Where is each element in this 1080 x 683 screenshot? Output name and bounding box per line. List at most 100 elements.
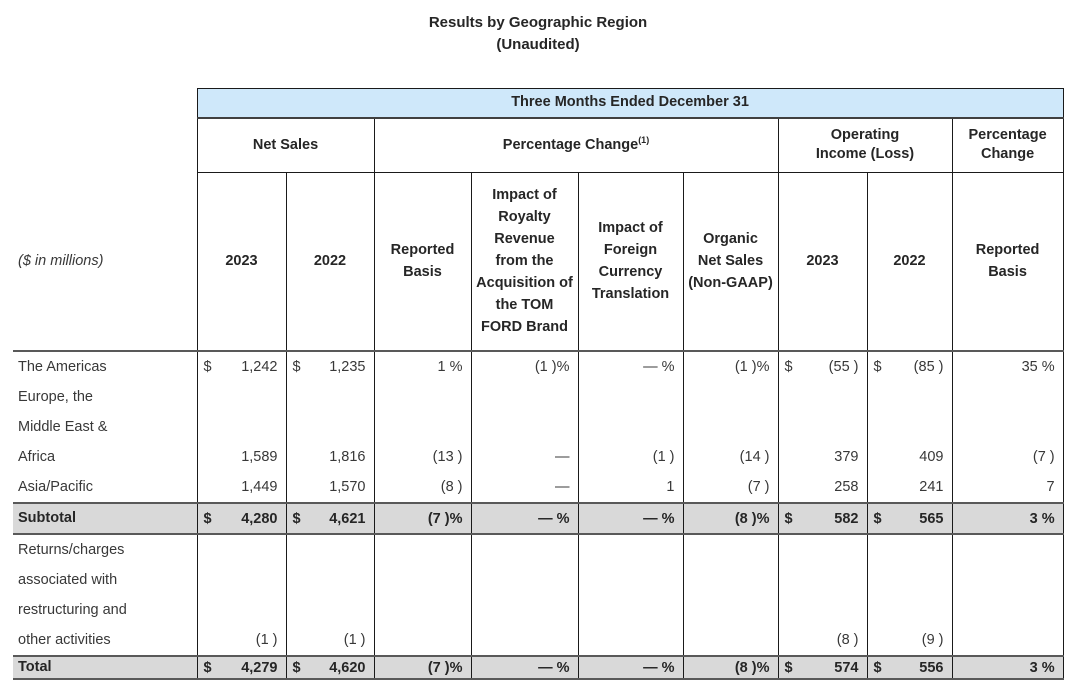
- value-cell: 241: [867, 471, 953, 503]
- value-cell: — %: [471, 654, 579, 680]
- currency-symbol: $: [784, 659, 793, 676]
- column-header: 2022: [866, 172, 953, 351]
- group-header-net-sales: Net Sales: [196, 117, 375, 173]
- value-cell: (7 )%: [374, 654, 472, 680]
- page-subtitle: (Unaudited): [496, 36, 580, 53]
- currency-symbol: $: [292, 659, 301, 676]
- value-cell: (1 ): [286, 533, 375, 656]
- group-header-percentage-change-reported: Percentage Change: [951, 117, 1064, 173]
- value-cell: 3 %: [952, 501, 1064, 535]
- value-cell: 1 %: [374, 349, 472, 382]
- value-cell: [374, 533, 472, 656]
- value-cell: $4,621: [286, 501, 375, 535]
- value-cell: 3 %: [952, 654, 1064, 680]
- value-cell: 379: [778, 381, 868, 472]
- cell-value: 1,242: [241, 358, 278, 375]
- column-header: Impact of Foreign Currency Translation: [577, 172, 684, 351]
- cell-value: (85 ): [913, 358, 944, 375]
- value-cell: (7 )%: [374, 501, 472, 535]
- currency-symbol: $: [784, 510, 793, 527]
- group-header-operating-income: Operating Income (Loss): [777, 117, 953, 173]
- value-cell: (8 ): [374, 471, 472, 503]
- cell-value: 1,235: [329, 358, 366, 375]
- row-label: The Americas: [13, 349, 198, 382]
- table-row: Returns/charges associated with restruct…: [13, 533, 1064, 656]
- value-cell: $1,242: [197, 349, 287, 382]
- value-cell: 1,589: [197, 381, 287, 472]
- table-row: Total $4,279 $4,620 (7 )% — % — % (8 )% $574 $55…: [13, 654, 1064, 680]
- period-header-row: Three Months Ended December 31: [13, 88, 1064, 119]
- footnote-marker: (1): [638, 134, 650, 145]
- report-title-block: Results by Geographic Region (Unaudited): [13, 12, 1063, 56]
- group-header-row: Net Sales Percentage Change(1) Operating…: [13, 117, 1064, 173]
- value-cell: $4,279: [197, 654, 287, 680]
- column-header: 2022: [285, 172, 375, 351]
- value-cell: — %: [578, 654, 684, 680]
- value-cell: (9 ): [867, 533, 953, 656]
- cell-value: 4,279: [241, 659, 278, 676]
- value-cell: $4,620: [286, 654, 375, 680]
- currency-symbol: $: [873, 510, 882, 527]
- results-by-region-table: Three Months Ended December 31 Net Sales…: [13, 88, 1064, 680]
- value-cell: (1 )%: [471, 349, 579, 382]
- value-cell: — %: [578, 501, 684, 535]
- cell-value: 4,280: [241, 510, 278, 527]
- label-column-spacer: [13, 118, 197, 173]
- row-label: Europe, the Middle East & Africa: [13, 381, 198, 472]
- currency-symbol: $: [203, 659, 212, 676]
- group-header-percentage-change: Percentage Change(1): [373, 117, 779, 173]
- value-cell: 7: [952, 471, 1064, 503]
- value-cell: (1 )%: [683, 349, 779, 382]
- currency-symbol: $: [203, 510, 212, 527]
- value-cell: $ (85 ): [867, 349, 953, 382]
- value-cell: [471, 533, 579, 656]
- page-title: Results by Geographic Region: [428, 14, 648, 31]
- value-cell: — %: [578, 349, 684, 382]
- value-cell: (8 ): [778, 533, 868, 656]
- value-cell: 1: [578, 471, 684, 503]
- cell-value: (55 ): [828, 358, 859, 375]
- table-row: Europe, the Middle East & Africa 1,589 1,8…: [13, 381, 1064, 472]
- column-header: 2023: [196, 172, 287, 351]
- value-cell: $4,280: [197, 501, 287, 535]
- value-cell: 1,816: [286, 381, 375, 472]
- value-cell: (8 )%: [683, 654, 779, 680]
- table-row: Asia/Pacific 1,449 1,570 (8 ) —1 (7 ) 258 241 7: [13, 471, 1064, 503]
- currency-symbol: $: [292, 358, 301, 375]
- value-cell: — %: [471, 501, 579, 535]
- value-cell: $582: [778, 501, 868, 535]
- column-header: Reported Basis: [373, 172, 472, 351]
- units-note: ($ in millions): [13, 172, 197, 352]
- value-cell: 1,570: [286, 471, 375, 503]
- value-cell: —: [471, 471, 579, 503]
- value-cell: (7 ): [683, 471, 779, 503]
- currency-symbol: $: [784, 358, 793, 375]
- value-cell: (7 ): [952, 381, 1064, 472]
- value-cell: 1,449: [197, 471, 287, 503]
- value-cell: $556: [867, 654, 953, 680]
- cell-value: 4,620: [329, 659, 366, 676]
- currency-symbol: $: [203, 358, 212, 375]
- value-cell: (13 ): [374, 381, 472, 472]
- group-label: Net Sales: [252, 136, 319, 153]
- period-header: Three Months Ended December 31: [196, 88, 1064, 119]
- row-label: Asia/Pacific: [13, 471, 198, 503]
- value-cell: (1 ): [197, 533, 287, 656]
- column-header-row: ($ in millions) 2023 2022 Reported Basis Im…: [13, 172, 1064, 352]
- group-label: Percentage Change: [968, 127, 1047, 163]
- column-header: Organic Net Sales (Non-GAAP): [682, 172, 779, 351]
- value-cell: $565: [867, 501, 953, 535]
- cell-value: 582: [834, 510, 859, 527]
- value-cell: $ (55 ): [778, 349, 868, 382]
- cell-value: 4,621: [329, 510, 366, 527]
- currency-symbol: $: [873, 358, 882, 375]
- value-cell: (1 ): [578, 381, 684, 472]
- value-cell: [952, 533, 1064, 656]
- cell-value: 565: [919, 510, 944, 527]
- currency-symbol: $: [873, 659, 882, 676]
- value-cell: 258: [778, 471, 868, 503]
- value-cell: [578, 533, 684, 656]
- column-header: Impact of Royalty Revenue from the Acqui…: [470, 172, 579, 351]
- column-header: Reported Basis: [951, 172, 1064, 351]
